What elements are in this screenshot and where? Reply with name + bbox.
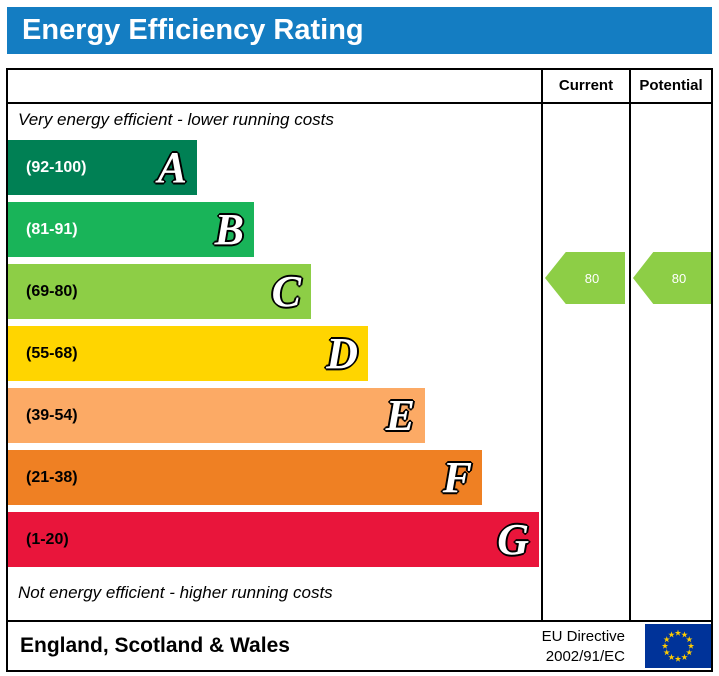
rating-table: Current Potential Very energy efficient … (6, 68, 713, 672)
potential-arrow-value: 80 (671, 270, 687, 286)
band-range: (69-80) (26, 282, 78, 300)
band-letter: G (497, 514, 529, 564)
eu-directive-line1: EU Directive (541, 628, 625, 645)
page-title: Energy Efficiency Rating (22, 14, 364, 46)
column-header-current: Current (558, 77, 614, 94)
band-row-a: (92-100) A (8, 140, 197, 195)
current-column-divider (541, 70, 543, 622)
band-letter: D (326, 328, 358, 378)
band-range: (55-68) (26, 344, 78, 362)
band-row-d: (55-68) D (8, 326, 368, 381)
eu-directive-line2: 2002/91/EC (545, 648, 625, 665)
current-arrow-value: 80 (584, 270, 600, 286)
band-range: (1-20) (26, 530, 69, 548)
band-range: (21-38) (26, 468, 78, 486)
band-range: (39-54) (26, 406, 78, 424)
band-row-c: (69-80) C (8, 264, 311, 319)
eu-directive-label: EU Directive 2002/91/EC (405, 627, 625, 667)
current-arrow: 80 (545, 252, 625, 304)
band-row-b: (81-91) B (8, 202, 254, 257)
band-letter: A (157, 142, 187, 192)
band-range: (81-91) (26, 220, 78, 238)
title-bar: Energy Efficiency Rating (7, 7, 712, 54)
column-header-potential: Potential (639, 77, 703, 94)
footer-divider (8, 620, 711, 622)
band-row-g: (1-20) G (8, 512, 539, 567)
eu-flag-icon (645, 624, 711, 668)
band-letter: E (385, 390, 415, 440)
region-label: England, Scotland & Wales (20, 634, 290, 657)
potential-arrow: 80 (633, 252, 711, 304)
band-letter: F (442, 452, 472, 502)
header-divider (8, 102, 711, 104)
potential-column-divider (629, 70, 631, 622)
band-row-e: (39-54) E (8, 388, 425, 443)
footer: England, Scotland & Wales EU Directive 2… (8, 622, 711, 670)
band-range: (92-100) (26, 158, 87, 176)
bottom-note: Not energy efficient - higher running co… (18, 583, 333, 602)
band-letter: B (214, 204, 244, 254)
band-letter: C (271, 266, 301, 316)
top-note: Very energy efficient - lower running co… (18, 110, 334, 129)
band-row-f: (21-38) F (8, 450, 482, 505)
